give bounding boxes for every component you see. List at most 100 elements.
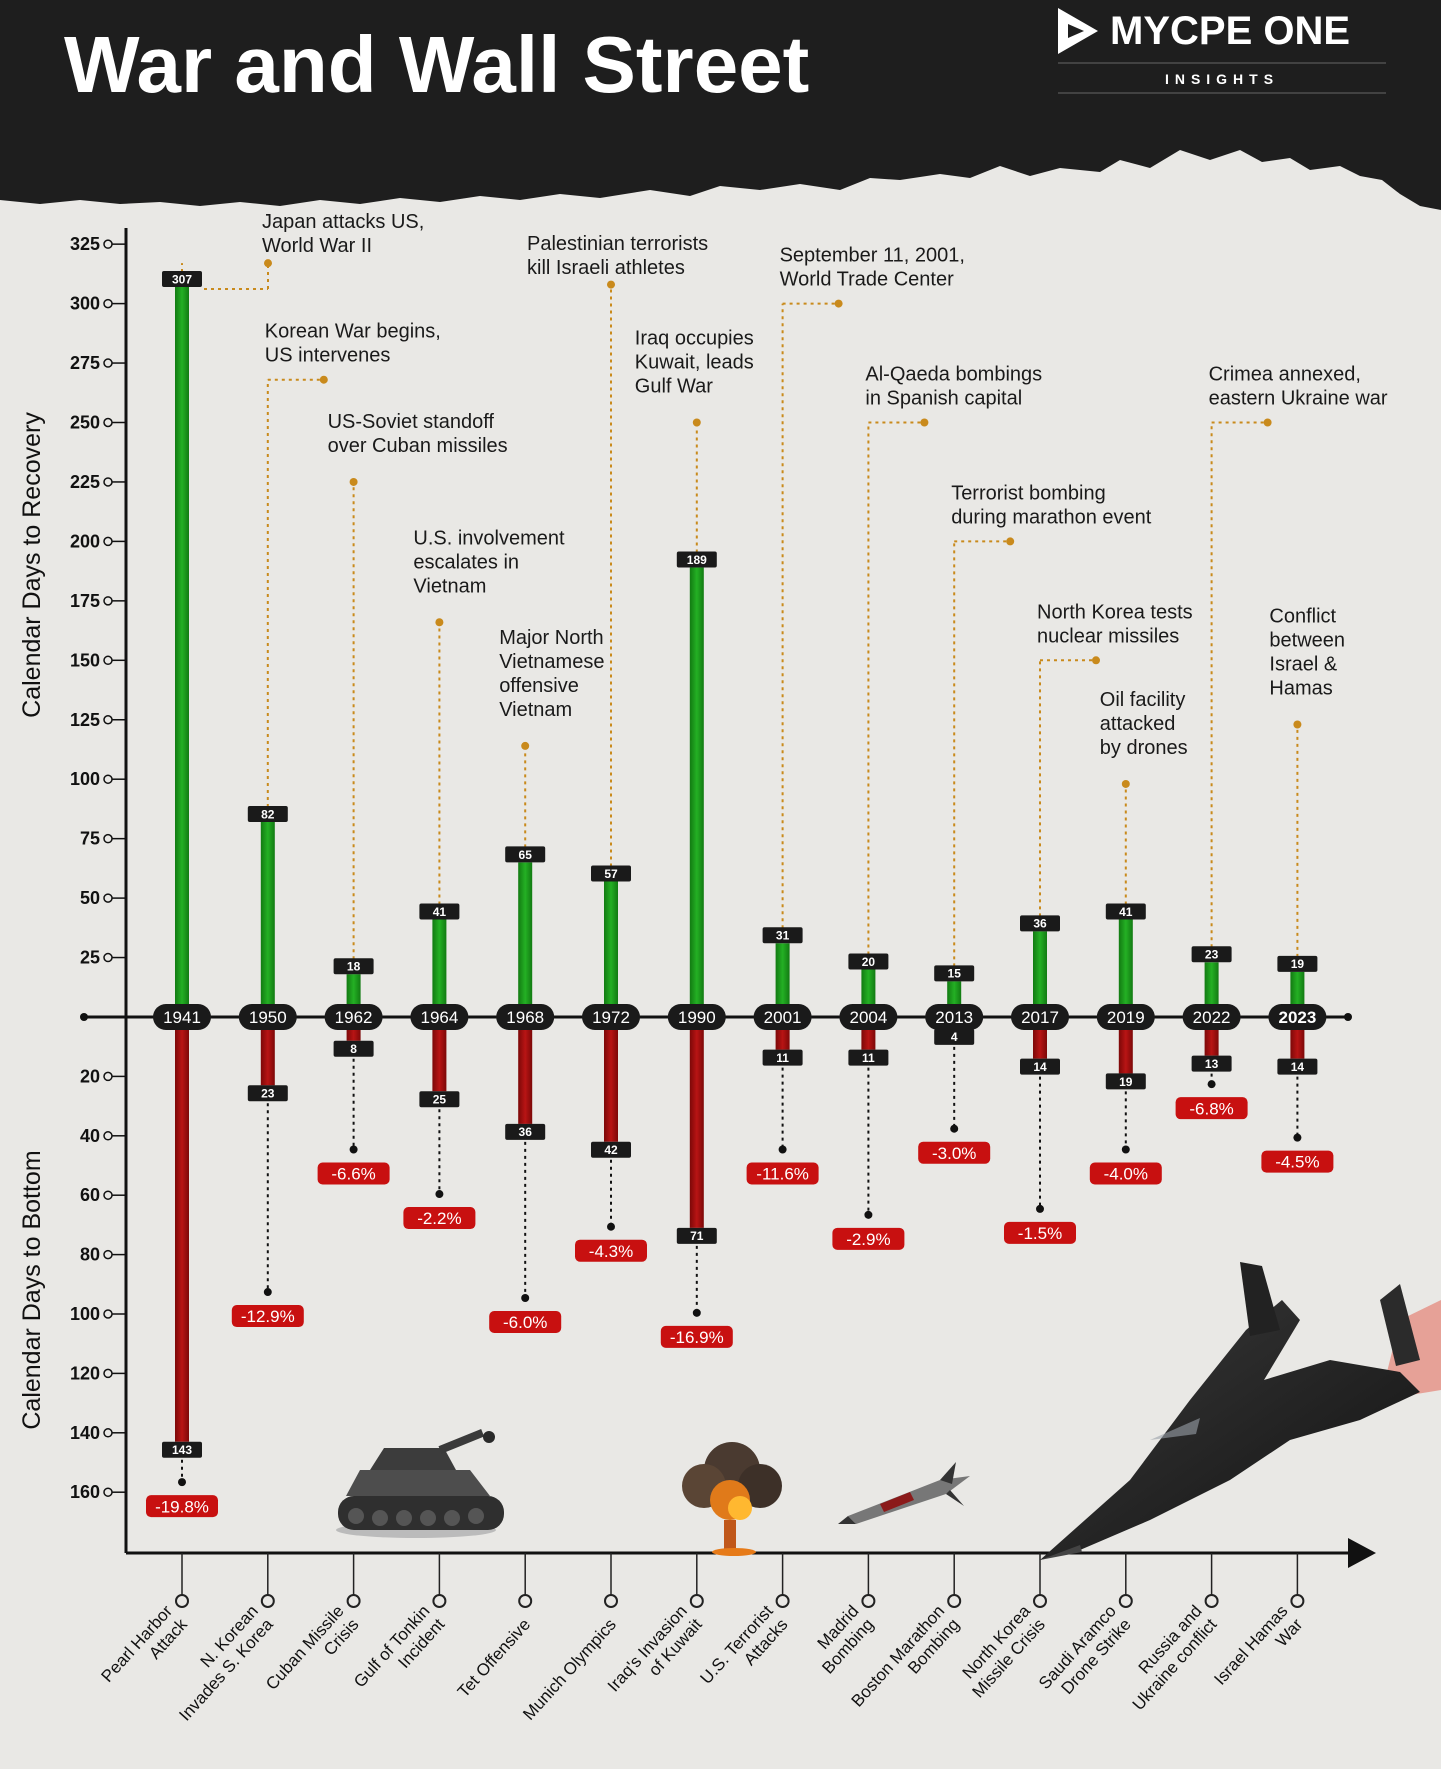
svg-text:2001: 2001 <box>764 1008 802 1027</box>
tank-illustration <box>336 1429 504 1538</box>
svg-text:19: 19 <box>1119 1075 1133 1089</box>
recovery-bar <box>175 286 189 1018</box>
event-description-line: Crimea annexed, <box>1209 364 1361 386</box>
x-tick-label: Pearl HarborAttack <box>98 1601 192 1699</box>
svg-text:-4.5%: -4.5% <box>1275 1153 1319 1172</box>
y-tick-marker <box>103 239 113 249</box>
svg-text:-4.3%: -4.3% <box>589 1242 633 1261</box>
y-tick-label-bottom: 120 <box>70 1363 100 1383</box>
svg-text:-6.6%: -6.6% <box>331 1165 375 1184</box>
event-description-line: Japan attacks US, <box>262 211 424 233</box>
svg-text:36: 36 <box>1033 917 1047 931</box>
bottom-bar <box>432 1017 447 1092</box>
y-tick-marker <box>103 952 113 963</box>
y-tick-label-top: 325 <box>70 234 100 254</box>
x-tick-marker <box>689 1594 704 1608</box>
drawdown-leader-dot <box>435 1190 444 1199</box>
recovery-value-label: 57 <box>591 865 631 882</box>
y-tick-label-top: 250 <box>70 413 100 433</box>
y-tick-marker <box>103 893 113 903</box>
drawdown-leader-dot <box>521 1294 530 1302</box>
bottom-value-label: 25 <box>419 1091 460 1108</box>
x-tick-label: Tet Offensive <box>454 1615 534 1701</box>
event-2001: September 11, 2001,World Trade Center 31 1… <box>696 245 965 1701</box>
y-tick-label-top: 300 <box>70 294 100 314</box>
svg-text:11: 11 <box>776 1051 789 1065</box>
y-tick-marker <box>103 417 113 428</box>
recovery-bar <box>689 567 704 1017</box>
recovery-bar <box>1033 931 1047 1017</box>
x-tick-label: Gulf of TonkinIncident <box>350 1601 449 1704</box>
brand-name: MYCPE ONE <box>1110 9 1350 53</box>
year-pill: 1990 <box>667 1004 726 1030</box>
drawdown-percent-badge: -4.5% <box>1261 1150 1334 1173</box>
year-pill: 2017 <box>1011 1004 1069 1030</box>
description-leader-dot <box>607 280 615 289</box>
event-description-line: World War II <box>262 235 372 257</box>
svg-text:2017: 2017 <box>1021 1008 1059 1027</box>
y-tick-label-top: 175 <box>70 591 100 611</box>
drawdown-percent-badge: -1.5% <box>1004 1221 1076 1244</box>
play-logo-icon <box>1058 8 1098 54</box>
event-description-line: Terrorist bombing <box>951 482 1106 504</box>
event-description-line: Gulf War <box>635 376 713 398</box>
year-pill: 2023 <box>1268 1004 1327 1030</box>
bottom-value-label: 4 <box>934 1028 975 1045</box>
drawdown-leader-dot <box>1121 1145 1130 1154</box>
x-tick-marker <box>1118 1594 1133 1608</box>
svg-text:2022: 2022 <box>1193 1008 1231 1027</box>
event-description-line: Iraq occupies <box>635 328 754 350</box>
svg-text:71: 71 <box>690 1229 704 1243</box>
event-description-line: September 11, 2001, <box>780 245 965 267</box>
recovery-bar <box>604 881 618 1017</box>
bottom-value-label: 42 <box>591 1141 631 1158</box>
bottom-value-label: 23 <box>247 1085 288 1102</box>
year-pill: 2004 <box>839 1004 898 1030</box>
x-tick-label: North KoreaMissile Crisis <box>954 1601 1050 1701</box>
y-tick-marker <box>103 1487 113 1497</box>
event-description-line: over Cuban missiles <box>328 435 508 457</box>
x-tick-label: MadridBombing <box>803 1602 877 1678</box>
event-description-line: Major North <box>499 627 603 649</box>
y-tick-marker <box>103 1309 113 1319</box>
x-tick-label: U.S. TerroristAttacks <box>696 1601 791 1701</box>
year-pill: 1972 <box>582 1004 640 1030</box>
svg-text:-12.9%: -12.9% <box>241 1307 295 1326</box>
x-tick-marker <box>1033 1594 1047 1608</box>
description-leader-dot <box>264 259 272 268</box>
svg-text:2023: 2023 <box>1278 1008 1316 1027</box>
y-tick-marker <box>103 298 113 309</box>
bottom-value-label: 36 <box>505 1123 546 1140</box>
svg-text:-2.9%: -2.9% <box>846 1230 890 1249</box>
bottom-bar <box>175 1017 189 1442</box>
bottom-bar <box>604 1017 618 1142</box>
svg-text:-1.5%: -1.5% <box>1018 1224 1062 1243</box>
svg-text:-19.8%: -19.8% <box>155 1497 209 1516</box>
explosion-illustration <box>682 1442 782 1556</box>
y-tick-label-bottom: 20 <box>80 1066 100 1086</box>
bottom-value-label: 14 <box>1277 1058 1318 1075</box>
event-description-line: escalates in <box>413 551 519 573</box>
y-tick-label-top: 75 <box>80 829 100 849</box>
year-pill: 2013 <box>925 1004 984 1030</box>
y-tick-marker <box>103 1368 113 1379</box>
svg-text:1950: 1950 <box>249 1008 287 1027</box>
svg-text:82: 82 <box>261 807 275 821</box>
x-tick-marker <box>175 1594 189 1608</box>
x-axis-arrow-icon <box>1348 1538 1376 1568</box>
drawdown-leader-dot <box>1207 1080 1216 1089</box>
y-tick-marker <box>103 596 113 606</box>
year-pill: 1950 <box>238 1004 297 1030</box>
drawdown-percent-badge: -6.0% <box>489 1311 562 1333</box>
svg-text:20: 20 <box>862 955 876 969</box>
y-tick-marker <box>103 655 113 666</box>
bottom-value-label: 19 <box>1105 1073 1146 1090</box>
event-description-line: Palestinian terrorists <box>527 233 708 255</box>
drawdown-leader-dot <box>178 1478 186 1487</box>
event-description-line: by drones <box>1100 737 1188 759</box>
bottom-value-label: 71 <box>676 1227 717 1244</box>
event-description-line: during marathon event <box>951 506 1152 528</box>
